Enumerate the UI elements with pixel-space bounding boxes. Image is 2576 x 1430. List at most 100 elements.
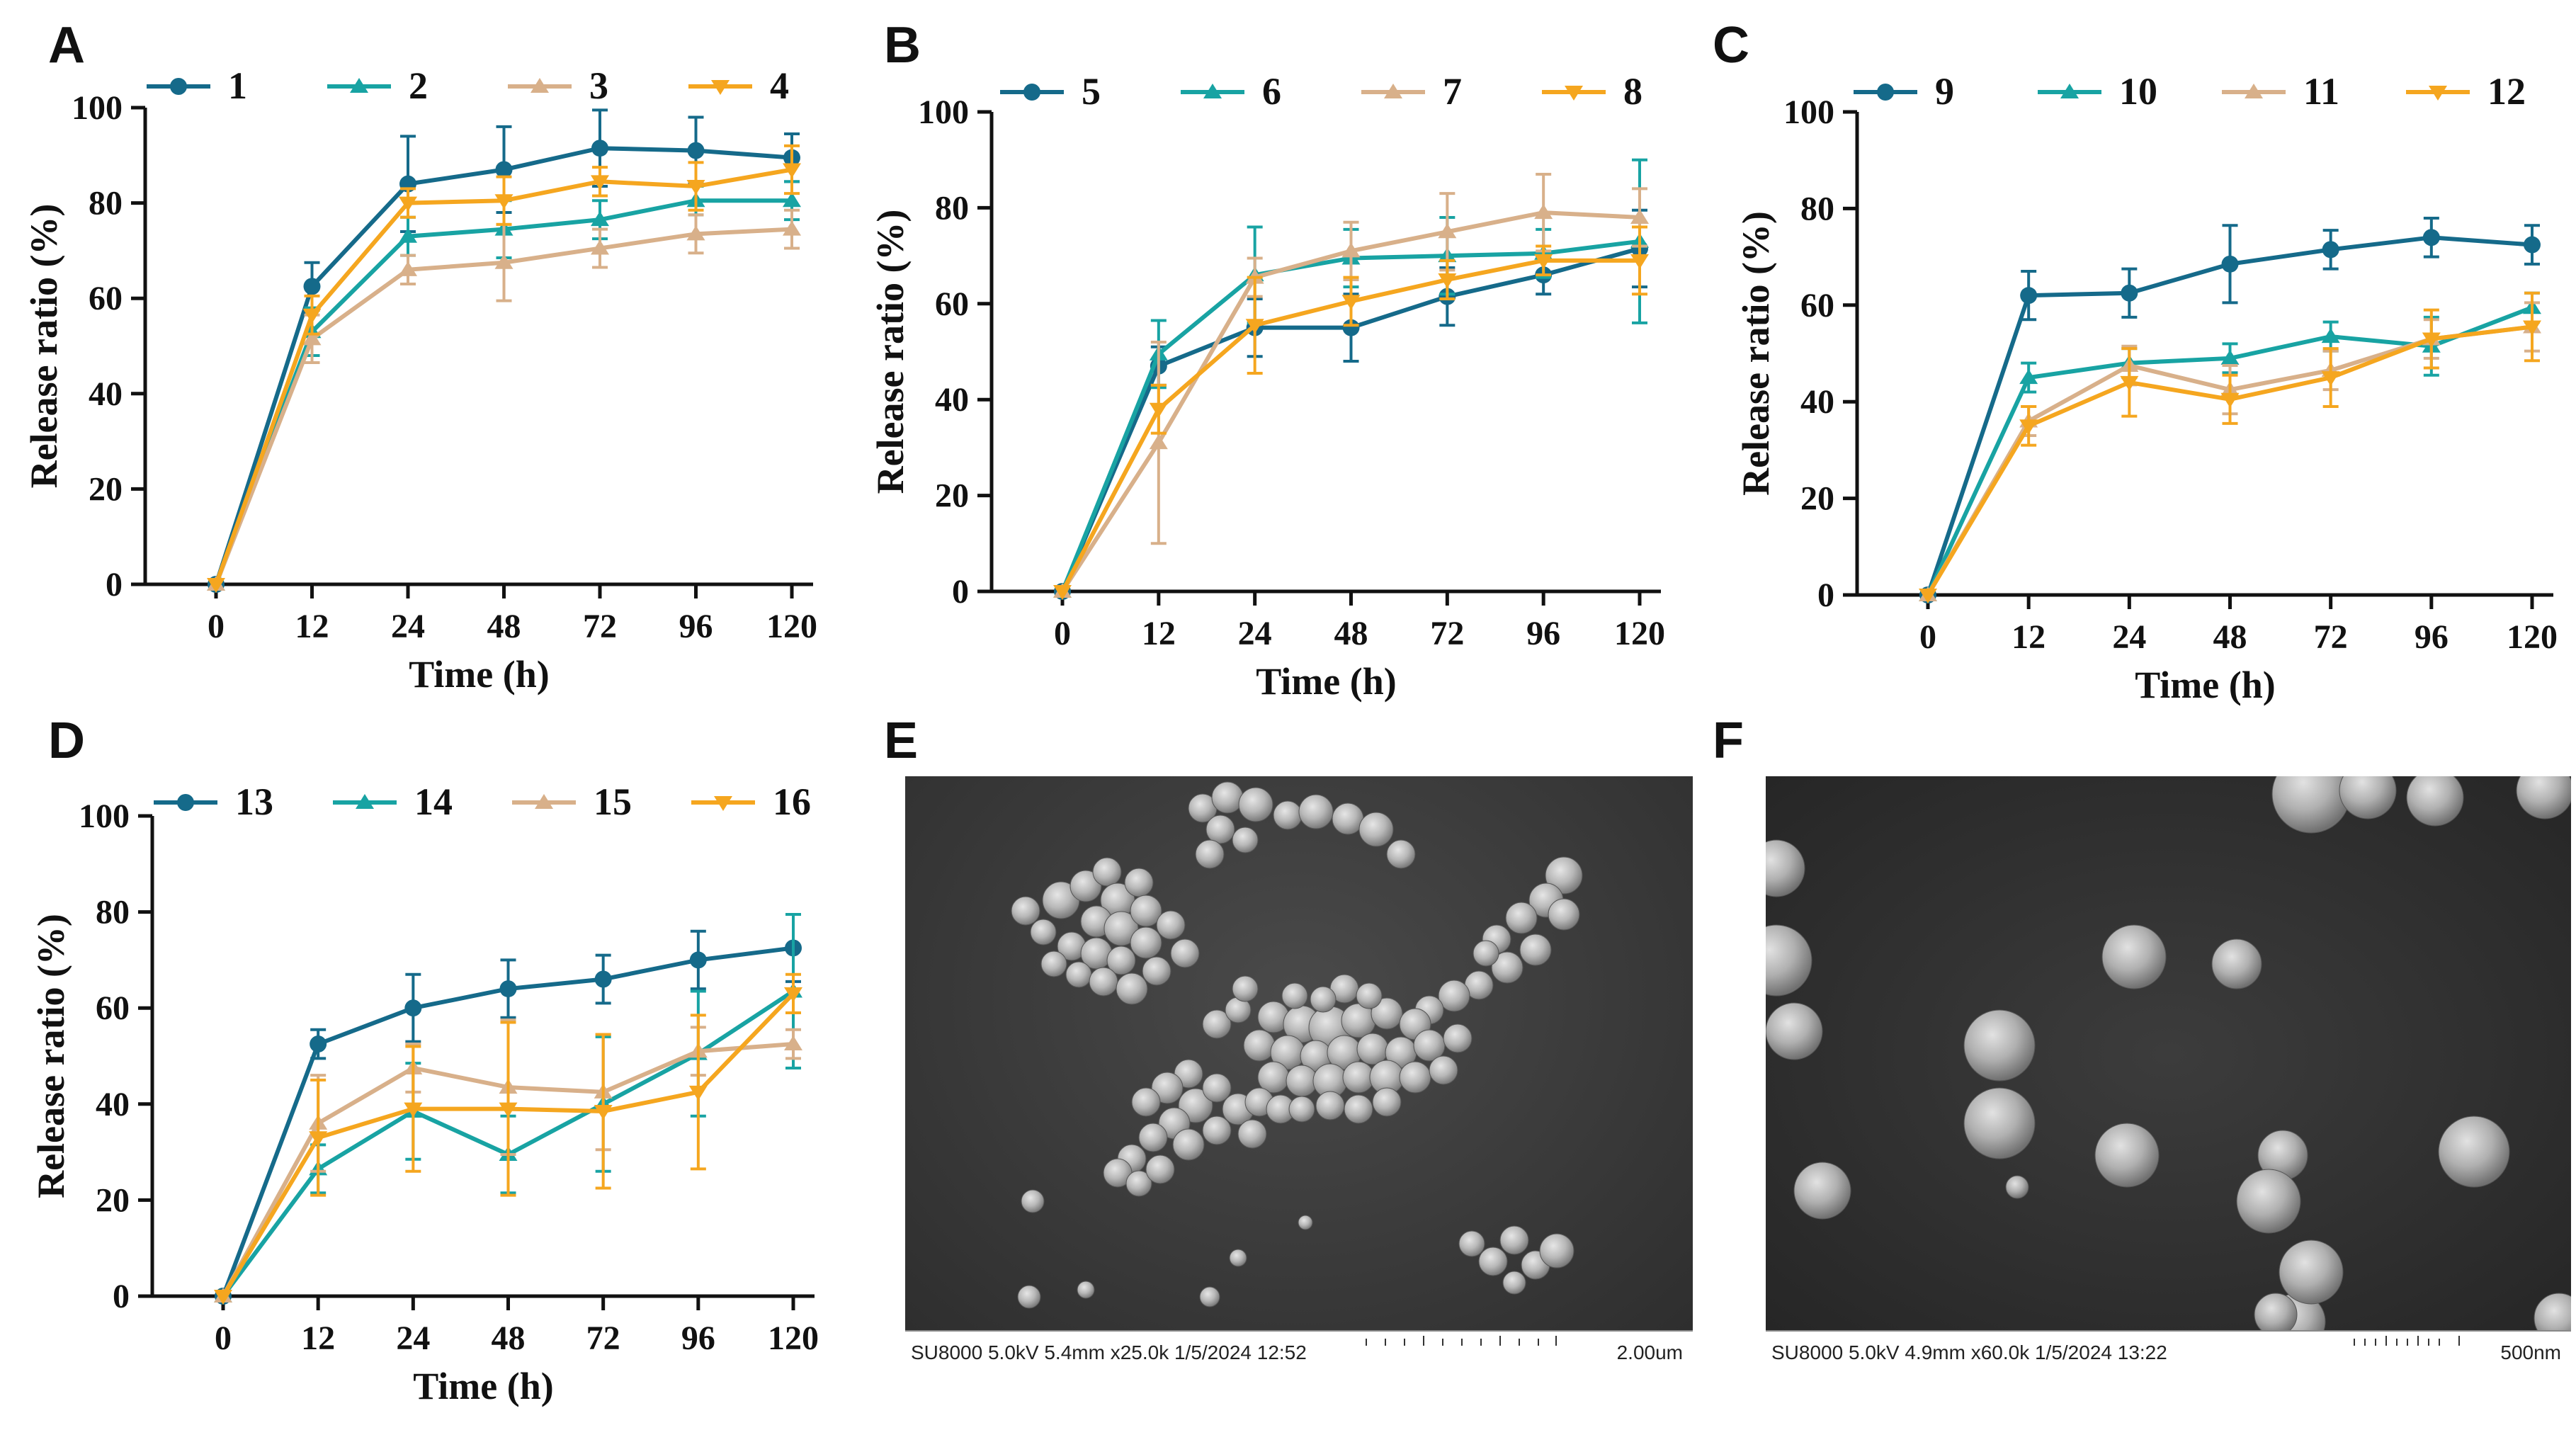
particle [1089,967,1118,997]
particle [1232,827,1259,853]
legend-item-10: 10 [2038,70,2157,113]
sem-scale-label-f: 500nm [2500,1341,2561,1363]
legend-item-7: 7 [1361,70,1462,113]
particle [2438,1116,2510,1188]
data-point [1149,434,1168,450]
chart-panel-a: 0 20 40 60 80 100 0 12 24 48 72 96 120 Time (h) Releas… [0,0,850,708]
data-point [2220,392,2240,408]
panel-label-a: A [48,17,85,74]
particle [1502,1271,1526,1295]
particle [1766,839,1805,897]
y-tick-label: 40 [1800,383,1834,421]
particle [1156,910,1186,940]
legend-item-5: 5 [1000,70,1101,113]
sem-info-bar-e: SU8000 5.0kV 5.4mm x25.0k 1/5/2024 12:52… [905,1330,1693,1370]
data-point [399,261,417,276]
particle [1281,982,1308,1009]
data-point [591,175,609,191]
legend-marker [1565,86,1583,101]
data-point [591,239,609,255]
particle [1106,946,1136,975]
data-point [1149,402,1168,418]
data-point [591,140,608,157]
series-16 [214,972,802,1305]
data-point [2523,320,2541,336]
particle [1017,1285,1041,1309]
particle [1021,1189,1045,1213]
legend-marker [714,796,732,811]
data-point [1919,589,1937,603]
x-axis-label: Time (h) [2135,664,2276,706]
data-point [499,980,517,998]
particle [1142,956,1171,986]
particle [2236,1169,2301,1234]
data-point [1245,319,1264,334]
particle [1519,934,1552,966]
particle [1499,1225,1529,1255]
x-tick-label: 0 [208,608,225,645]
y-tick-label: 0 [952,573,969,611]
data-point [2019,419,2038,435]
data-point [2019,369,2038,385]
x-tick-label: 96 [681,1320,715,1357]
legend-label: 2 [409,64,428,107]
y-tick-label: 20 [1800,480,1834,518]
sem-image-f: SU8000 5.0kV 4.9mm x60.0k 1/5/2024 13:22… [1766,776,2571,1370]
x-tick-label: 0 [1054,615,1071,652]
y-tick-label: 60 [1800,287,1834,324]
y-tick-label: 40 [89,375,123,413]
legend-item-4: 4 [688,64,789,107]
legend-marker [1877,84,1894,101]
data-point [302,330,322,346]
particle [1372,1087,1402,1117]
legend-item-1: 1 [147,64,247,107]
y-tick-label: 60 [89,280,123,317]
x-tick-label: 24 [396,1320,430,1357]
sem-info-text-f: SU8000 5.0kV 4.9mm x60.0k 1/5/2024 13:22 [1771,1341,2167,1363]
x-tick-label: 12 [295,608,329,645]
particle [1766,924,1812,997]
x-tick-label: 96 [2415,618,2449,656]
x-tick-label: 120 [1614,615,1665,652]
data-point [1342,319,1360,336]
particle [1766,1002,1823,1060]
data-point [2321,328,2340,344]
data-point [2422,332,2441,348]
legend-label: 1 [228,64,247,107]
x-tick-label: 72 [1430,615,1464,652]
legend-marker [350,78,368,93]
data-point [1534,254,1553,269]
particle [1069,870,1102,902]
y-tick-label: 60 [96,989,130,1027]
legend-marker [1023,84,1040,101]
particle [1125,1170,1152,1197]
particle [1438,980,1470,1012]
particle [1238,787,1273,822]
y-tick-label: 40 [935,381,969,419]
data-point [399,196,417,212]
y-axis-label: Release ratio (%) [869,210,912,494]
data-point [399,227,417,243]
legend-marker [711,80,730,95]
x-tick-label: 24 [391,608,425,645]
legend-label: 5 [1082,70,1101,113]
sem-info-bar-f: SU8000 5.0kV 4.9mm x60.0k 1/5/2024 13:22… [1766,1330,2571,1370]
y-axis-label: Release ratio (%) [23,204,65,489]
y-tick-label: 80 [96,894,130,931]
particle [1030,919,1057,946]
legend-label: 11 [2303,70,2339,113]
particle [1286,1065,1318,1097]
particle [1145,1154,1175,1184]
legend-marker [530,78,549,93]
particle [2271,776,2351,834]
particle [1202,1073,1232,1103]
data-point [1341,295,1361,310]
legend-item-6: 6 [1181,70,1281,113]
x-axis-label: Time (h) [413,1365,554,1407]
panel-label-d: D [48,713,85,769]
particle [2406,776,2464,827]
data-point [1341,242,1361,258]
x-tick-label: 12 [301,1320,335,1357]
x-tick-label: 96 [1526,615,1560,652]
particle [1138,1123,1168,1152]
